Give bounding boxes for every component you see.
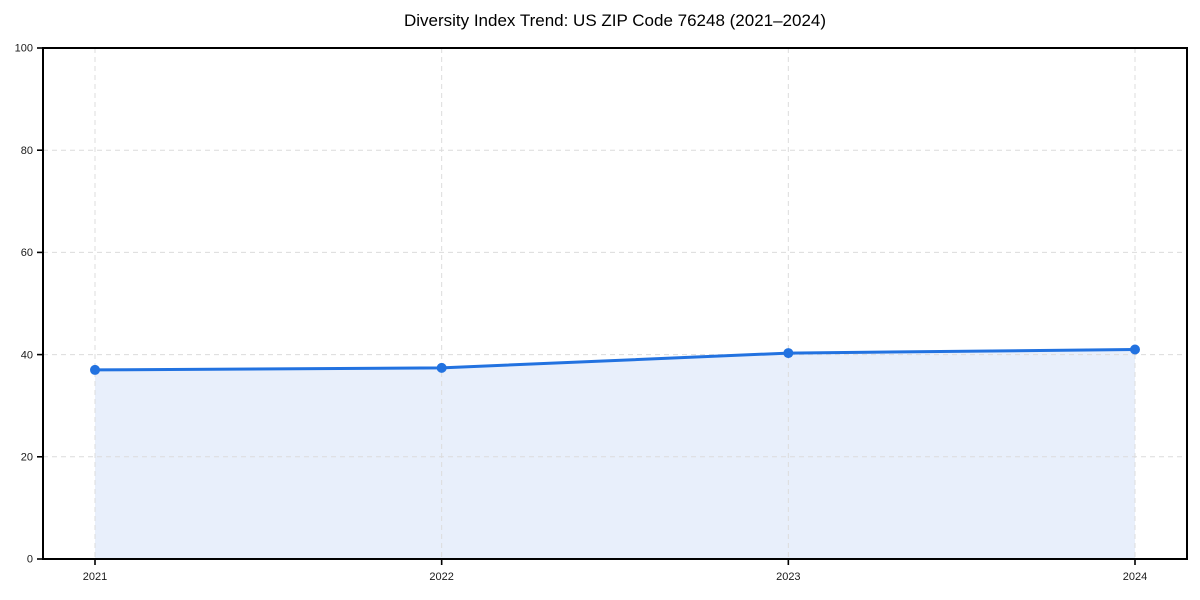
x-tick-label: 2022 xyxy=(429,571,453,583)
area-fill xyxy=(95,349,1135,559)
x-tick-label: 2023 xyxy=(776,571,800,583)
y-tick-label: 20 xyxy=(21,452,33,464)
plot-border xyxy=(42,47,1188,560)
x-tick-label: 2024 xyxy=(1123,571,1147,583)
trend-line xyxy=(93,347,1137,372)
data-point-marker xyxy=(436,362,447,373)
y-tick-label: 80 xyxy=(21,145,33,157)
x-tick-label: 2021 xyxy=(83,571,107,583)
y-tick-label: 40 xyxy=(21,349,33,361)
y-tick-label: 60 xyxy=(21,247,33,259)
chart-title: Diversity Index Trend: US ZIP Code 76248… xyxy=(403,11,827,30)
data-point-marker xyxy=(783,348,794,359)
y-tick-label: 100 xyxy=(15,43,33,55)
y-tick-label: 0 xyxy=(27,554,33,566)
data-point-marker xyxy=(90,364,100,375)
data-point-marker xyxy=(1130,344,1140,355)
